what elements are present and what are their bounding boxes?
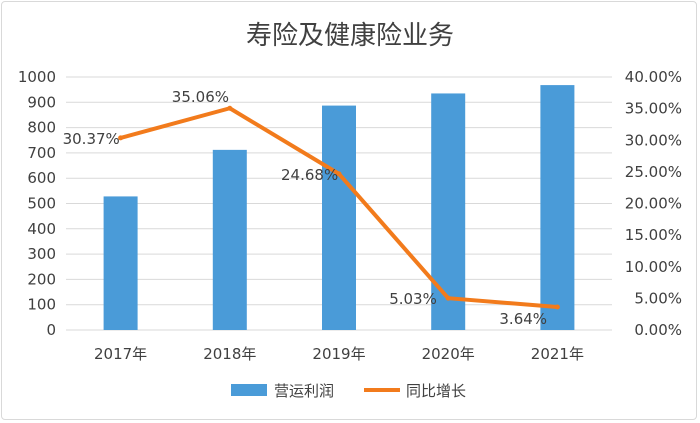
y-right-tick-label: 10.00% [625,258,682,276]
y-left-tick-label: 1000 [18,68,56,86]
y-left-tick-label: 100 [27,296,56,314]
y-left-tick-label: 400 [27,220,56,238]
chart-title: 寿险及健康险业务 [246,21,454,51]
y-right-tick-label: 35.00% [625,100,682,118]
data-label: 35.06% [172,88,229,106]
y-right-tick-label: 25.00% [625,163,682,181]
bar [540,85,575,330]
y-right-tick-label: 40.00% [625,68,682,86]
bar [322,105,356,331]
y-right-tick-label: 20.00% [625,195,682,213]
y-left-tick-label: 600 [27,169,56,187]
line-point [554,304,560,310]
x-axis: 2017年 2018年 2019年 2020年 2021年 [94,345,584,363]
line-point [445,295,451,301]
bar-series [103,85,575,331]
y-left-tick-label: 800 [27,119,56,137]
y-axis-right: 0.00% 5.00% 10.00% 15.00% 20.00% 25.00% 30.00%… [625,68,682,339]
y-left-tick-label: 700 [27,144,56,162]
bar [212,149,247,330]
y-left-tick-label: 0 [46,321,56,339]
legend-swatch-bar [231,384,267,396]
legend: 营运利润 同比增长 [231,382,466,400]
legend-label-line: 同比增长 [406,382,466,400]
y-left-tick-label: 500 [27,195,56,213]
data-label: 3.64% [499,310,547,328]
x-tick-label: 2017年 [94,345,147,363]
x-tick-label: 2018年 [203,345,256,363]
y-axis-left: 0 100 200 300 400 500 600 700 800 900 1000 [18,68,56,339]
data-labels: 30.37% 35.06% 24.68% 5.03% 3.64% [63,88,547,328]
line-point [336,171,342,177]
legend-label-bar: 营运利润 [274,382,334,400]
data-label: 30.37% [63,130,120,148]
line-series [118,105,560,310]
y-right-tick-label: 15.00% [625,226,682,244]
line-point [227,105,233,111]
y-left-tick-label: 200 [27,270,56,288]
data-label: 5.03% [389,290,437,308]
x-tick-label: 2020年 [422,345,475,363]
y-right-tick-label: 30.00% [625,131,682,149]
y-right-tick-label: 5.00% [634,289,682,307]
bar [431,93,466,330]
x-tick-label: 2021年 [531,345,584,363]
y-right-tick-label: 0.00% [634,321,682,339]
data-label: 24.68% [281,166,338,184]
y-left-tick-label: 900 [27,93,56,111]
line-point [118,135,124,141]
y-left-tick-label: 300 [27,245,56,263]
bar [103,196,138,330]
x-tick-label: 2019年 [312,345,365,363]
